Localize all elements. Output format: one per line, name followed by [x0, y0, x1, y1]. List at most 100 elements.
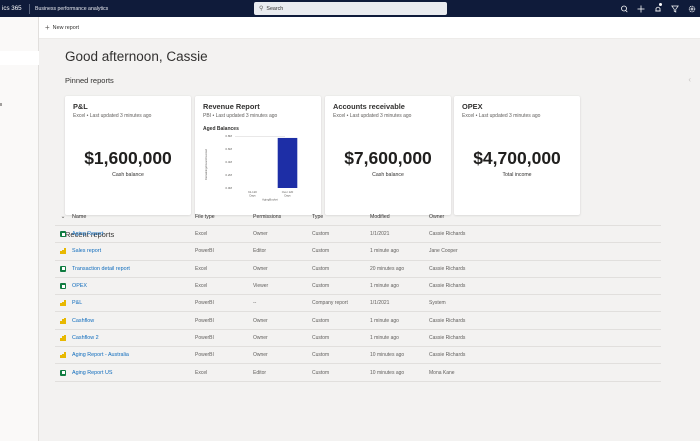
owner-cell: Jane Cooper	[429, 248, 458, 255]
notification-icon[interactable]	[649, 0, 666, 17]
pinned-card-opex[interactable]: OPEX Excel • Last updated 3 minutes ago …	[454, 96, 580, 215]
file-type-icon-cell	[55, 226, 71, 242]
report-name-link[interactable]: P&L	[72, 300, 83, 307]
file-type-cell: PowerBI	[195, 248, 214, 255]
owner-cell: Cassie Richards	[429, 265, 466, 272]
y-tick-label: 0.0M	[225, 186, 232, 190]
report-name-link[interactable]: Transaction detail report	[72, 265, 130, 272]
y-tick-label: 0.4M	[225, 160, 232, 164]
notification-badge	[659, 3, 662, 6]
report-type-cell: Custom	[312, 248, 330, 255]
owner-cell: Cassie Richards	[429, 317, 466, 324]
recent-reports-table: ⌄ Name File type Permissions Type Modifi…	[55, 208, 661, 382]
modified-cell: 10 minutes ago	[370, 352, 405, 359]
card-title: P&L	[73, 102, 88, 111]
command-bar: + New report	[39, 17, 700, 39]
pinned-card-revenue-report[interactable]: Revenue Report PBI • Last updated 3 minu…	[195, 96, 321, 215]
aged-balances-chart: Aged Balances RemainingAmountInvoiced 0.8…	[201, 126, 315, 212]
report-name-link[interactable]: Aging Report	[72, 231, 104, 238]
lightbulb-icon[interactable]	[615, 0, 632, 17]
table-row[interactable]: Cashflow PowerBI Owner Custom 1 minute ago Ca…	[55, 312, 661, 330]
report-type-cell: Custom	[312, 231, 330, 238]
search-icon: ⚲	[259, 6, 264, 12]
table-row[interactable]: OPEX Excel Viewer Custom 1 minute ago Cassie …	[55, 278, 661, 296]
y-tick-label: 0.6M	[225, 147, 232, 151]
powerbi-file-icon	[60, 248, 66, 255]
modified-cell: 20 minutes ago	[370, 265, 405, 272]
modified-cell: 1 minute ago	[370, 248, 399, 255]
recent-reports-heading: Recent reports	[65, 230, 115, 239]
column-header-modified[interactable]: Modified	[370, 213, 390, 220]
report-name-link[interactable]: Sales report	[72, 248, 102, 255]
table-row[interactable]: Transaction detail report Excel Owner Custo…	[55, 261, 661, 278]
y-tick-label: 0.8M	[225, 134, 232, 138]
file-type-cell: Excel	[195, 231, 208, 238]
report-type-cell: Custom	[312, 334, 330, 341]
file-type-cell: Excel	[195, 265, 208, 272]
report-name-link[interactable]: Aging Report - Australia	[72, 352, 129, 359]
report-type-cell: Custom	[312, 317, 330, 324]
file-type-icon-cell	[55, 364, 71, 380]
chevron-left-icon[interactable]: ‹	[688, 75, 691, 84]
file-type-cell: Excel	[195, 369, 208, 376]
powerbi-file-icon	[60, 300, 66, 307]
permissions-cell: Owner	[253, 352, 268, 359]
report-name-link[interactable]: Cashflow 2	[72, 334, 99, 341]
file-type-icon-cell	[55, 243, 71, 259]
table-row[interactable]: Aging Report Excel Owner Custom 1/1/2021 Cass…	[55, 226, 661, 244]
topbar-divider	[29, 3, 30, 14]
column-header-type[interactable]: Type	[312, 213, 324, 220]
add-icon[interactable]	[632, 0, 649, 17]
y-axis-label: RemainingAmountInvoiced	[204, 148, 208, 180]
file-type-icon-cell	[55, 261, 71, 277]
column-header-file-type[interactable]: File type	[195, 213, 215, 220]
card-value: $1,600,000	[84, 148, 172, 168]
table-row[interactable]: Cashflow 2 PowerBI Owner Custom 1 minute ago…	[55, 330, 661, 348]
report-name-link[interactable]: Cashflow	[72, 317, 95, 324]
file-type-cell: PowerBI	[195, 352, 214, 359]
owner-cell: Mona Kane	[429, 369, 455, 376]
report-name-link[interactable]: Aging Report US	[72, 369, 113, 376]
nav-item-marker[interactable]	[0, 103, 2, 106]
report-type-cell: Company report	[312, 300, 348, 307]
settings-icon[interactable]	[683, 0, 700, 17]
card-caption: Cash balance	[372, 172, 404, 178]
new-report-button[interactable]: New report	[52, 24, 80, 31]
search-placeholder: Search	[266, 5, 284, 12]
table-row[interactable]: Aging Report - Australia PowerBI Owner Cust…	[55, 347, 661, 365]
bar[interactable]	[277, 137, 298, 188]
pinned-reports-heading: Pinned reports	[65, 76, 114, 85]
select-all-toggle[interactable]: ⌄	[55, 208, 71, 225]
card-title: Revenue Report	[203, 102, 260, 111]
excel-file-icon	[60, 283, 66, 290]
table-header: ⌄ Name File type Permissions Type Modifi…	[55, 208, 661, 226]
file-type-cell: PowerBI	[195, 317, 214, 324]
x-tick-label: 91-120	[248, 190, 257, 194]
column-header-name[interactable]: Name	[72, 213, 87, 220]
search-box[interactable]: ⚲ Search	[254, 2, 447, 15]
card-value: $4,700,000	[473, 148, 561, 168]
excel-file-icon	[60, 231, 66, 238]
owner-cell: Cassie Richards	[429, 352, 466, 359]
x-axis-label: AgingBucket	[262, 198, 278, 202]
column-header-permissions[interactable]: Permissions	[253, 213, 282, 220]
pinned-card-accounts-receivable[interactable]: Accounts receivable Excel • Last updated…	[325, 96, 451, 215]
file-type-icon-cell	[55, 278, 71, 294]
app-name[interactable]: ics 365	[2, 5, 22, 12]
chart-plot: RemainingAmountInvoiced 0.8M 0.6M 0.4M 0.2M 0…	[204, 134, 298, 202]
modified-cell: 1 minute ago	[370, 317, 399, 324]
modified-cell: 1 minute ago	[370, 283, 399, 290]
nav-item-selected[interactable]	[0, 51, 39, 65]
owner-cell: Cassie Richards	[429, 334, 466, 341]
card-title: OPEX	[462, 102, 483, 111]
table-row[interactable]: Sales report PowerBI Editor Custom 1 minute …	[55, 243, 661, 261]
modified-cell: 10 minutes ago	[370, 369, 405, 376]
main-content: Good afternoon, Cassie Pinned reports ‹ …	[39, 39, 700, 441]
table-row[interactable]: Aging Report US Excel Editor Custom 10 minut…	[55, 364, 661, 382]
file-type-icon-cell	[55, 312, 71, 328]
filter-icon[interactable]	[666, 0, 683, 17]
report-name-link[interactable]: OPEX	[72, 283, 87, 290]
pinned-card-pl[interactable]: P&L Excel • Last updated 3 minutes ago $…	[65, 96, 191, 215]
column-header-owner[interactable]: Owner	[429, 213, 445, 220]
table-row[interactable]: P&L PowerBI -- Company report 1/1/2021 System	[55, 295, 661, 313]
